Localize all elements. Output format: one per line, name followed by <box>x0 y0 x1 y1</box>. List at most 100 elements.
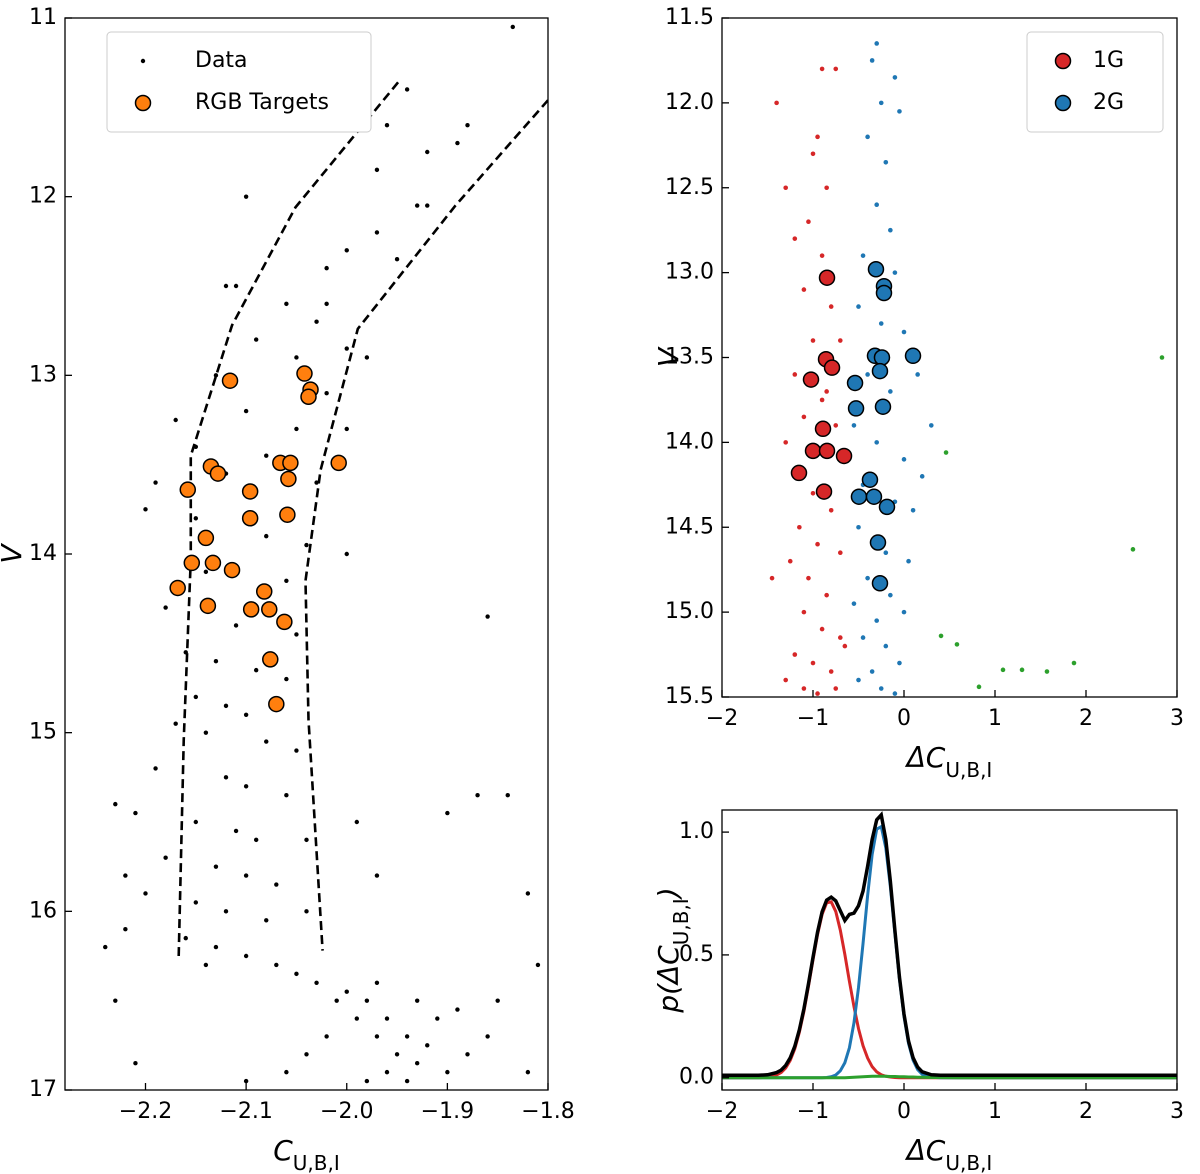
y-tick-label: 11.5 <box>665 5 714 30</box>
point <box>279 506 296 523</box>
axes-frame <box>721 17 1178 698</box>
point <box>810 338 816 343</box>
point <box>113 801 118 807</box>
point <box>203 569 209 575</box>
point <box>193 694 199 700</box>
point <box>253 667 259 673</box>
point <box>300 388 317 406</box>
point <box>199 597 217 615</box>
point <box>1019 667 1025 673</box>
point <box>304 542 309 548</box>
label-part: U,B,I <box>669 898 693 945</box>
point <box>282 454 299 472</box>
curve <box>722 1074 1177 1080</box>
point <box>1000 667 1006 673</box>
point <box>938 633 944 639</box>
point <box>242 601 260 618</box>
point <box>255 583 273 600</box>
point <box>883 159 889 165</box>
point <box>833 66 839 72</box>
point <box>203 962 209 968</box>
x-tick-label: −1.8 <box>521 1099 574 1124</box>
point <box>865 488 883 505</box>
axis-label: V <box>0 543 28 564</box>
point <box>213 659 219 664</box>
point <box>833 423 839 428</box>
point <box>223 909 229 914</box>
point <box>243 1078 249 1084</box>
point <box>193 444 199 449</box>
point <box>865 575 870 581</box>
point <box>485 1034 490 1039</box>
x-tick-label: −2 <box>706 706 738 731</box>
point <box>806 575 811 581</box>
point <box>284 578 289 583</box>
point <box>883 550 889 556</box>
point <box>183 650 188 655</box>
axis-label: ΔCU,B,I <box>905 1134 993 1174</box>
point <box>810 660 816 666</box>
point <box>810 151 816 157</box>
point <box>850 488 868 505</box>
point <box>404 1078 410 1084</box>
point <box>394 1052 400 1057</box>
point <box>810 491 816 496</box>
point <box>828 304 834 309</box>
point <box>374 1034 380 1039</box>
point <box>823 359 841 376</box>
point <box>878 321 884 326</box>
x-tick-label: −1 <box>797 706 829 731</box>
point <box>264 739 269 744</box>
point <box>787 558 793 564</box>
point <box>425 203 430 208</box>
point <box>824 185 829 191</box>
point <box>774 100 779 106</box>
y-tick-label: 13.0 <box>665 260 714 285</box>
point <box>264 533 269 539</box>
point <box>901 457 907 462</box>
point <box>869 534 887 551</box>
point <box>204 554 222 572</box>
point <box>153 480 158 485</box>
point <box>505 793 510 798</box>
legend-label: RGB Targets <box>195 90 329 115</box>
point <box>869 58 875 63</box>
plot-area <box>103 24 548 1084</box>
point <box>475 793 480 798</box>
x-tick-label: 2 <box>1079 1099 1093 1124</box>
point <box>344 426 349 432</box>
point <box>792 236 798 241</box>
point <box>828 669 834 674</box>
point <box>883 643 889 649</box>
label-part: ΔC <box>905 1134 946 1167</box>
point <box>445 810 450 816</box>
point <box>223 283 229 289</box>
point <box>525 891 531 896</box>
point <box>384 123 390 128</box>
legend-marker <box>1054 94 1072 112</box>
point <box>274 962 279 968</box>
legend-label: 1G <box>1093 48 1124 73</box>
point <box>806 219 811 224</box>
point <box>842 643 848 649</box>
point <box>888 389 893 394</box>
point <box>878 498 896 516</box>
point <box>294 971 299 977</box>
point <box>797 524 802 530</box>
point <box>223 775 229 780</box>
point <box>374 873 380 878</box>
legend-label: Data <box>195 48 248 73</box>
point <box>869 669 875 674</box>
point <box>867 260 885 278</box>
label-part: U,B,I <box>293 1151 340 1174</box>
point <box>384 1016 390 1021</box>
y-tick-label: 1.0 <box>679 819 714 844</box>
point <box>324 1034 329 1039</box>
point <box>296 365 313 382</box>
point <box>856 524 861 530</box>
legend-box <box>1026 31 1164 133</box>
point <box>888 592 893 598</box>
point <box>888 227 893 233</box>
point <box>874 398 892 415</box>
